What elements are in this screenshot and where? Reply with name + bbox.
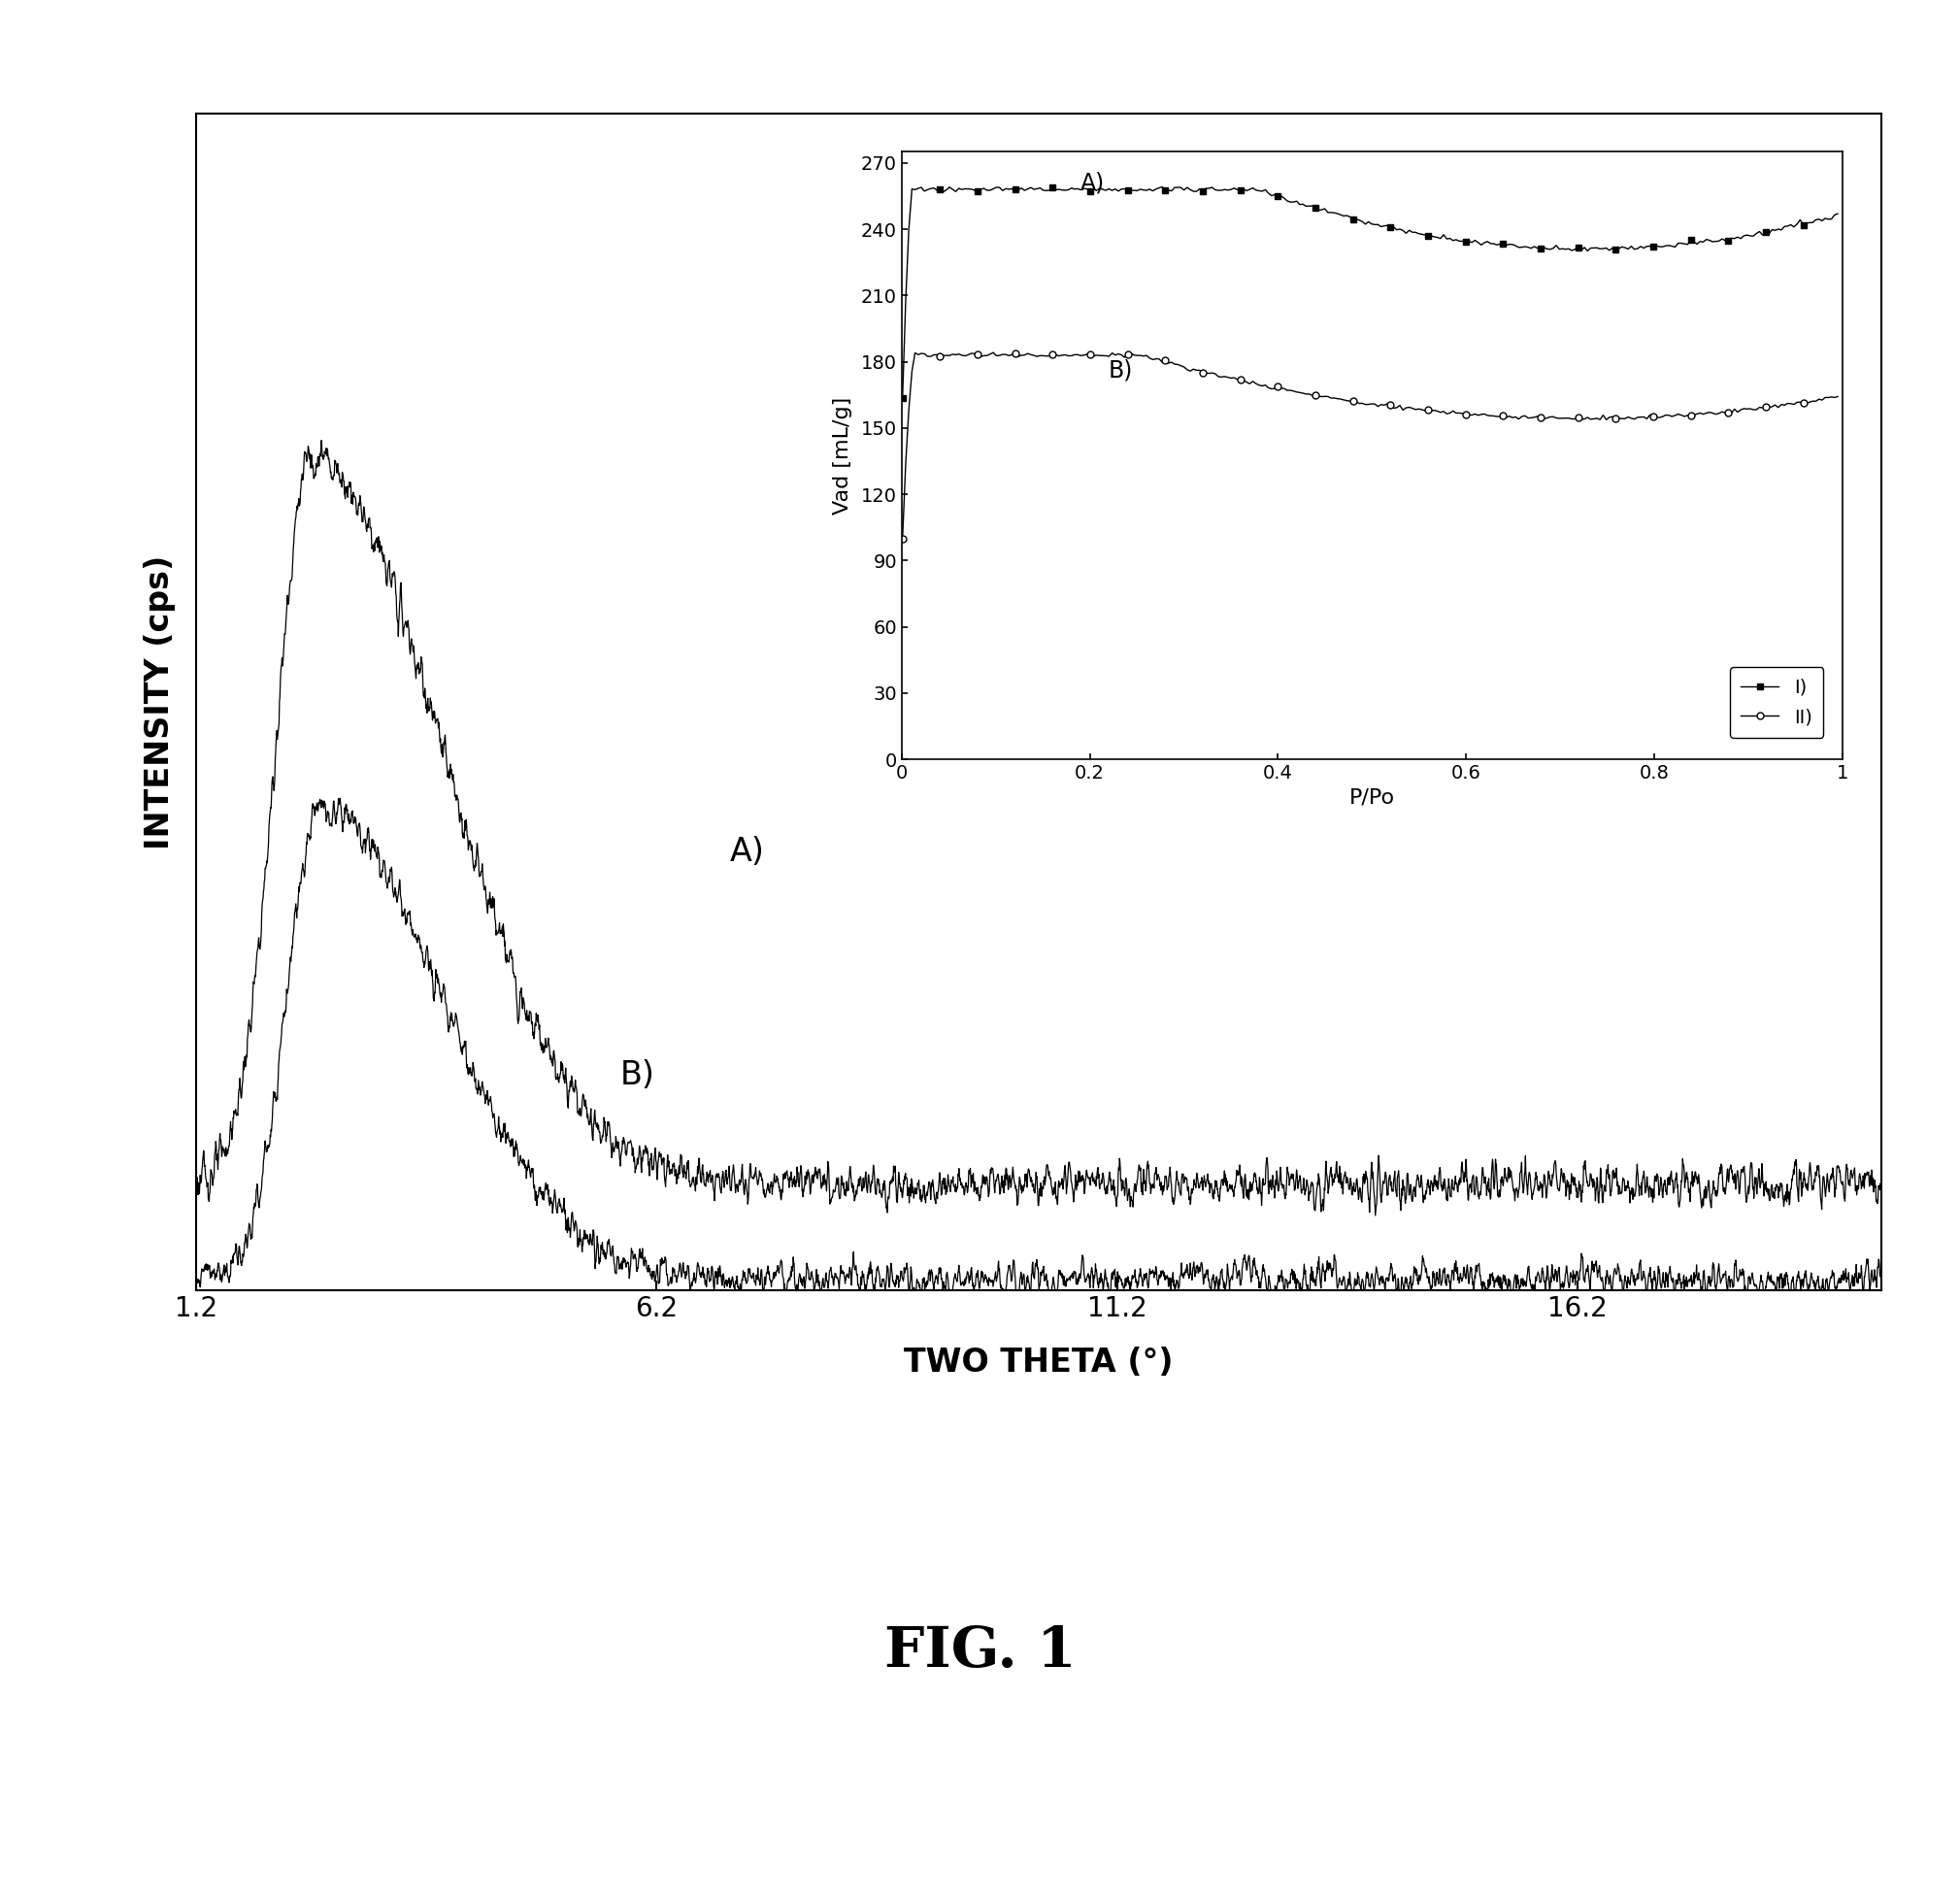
Line: II): II) [900,349,1840,543]
II) [894,454,917,476]
Legend: I), II): I), II) [1731,666,1823,738]
X-axis label: TWO THETA (°): TWO THETA (°) [904,1348,1174,1378]
I) [1448,230,1472,252]
I) [894,290,917,313]
II) [1466,404,1490,427]
Text: B): B) [1109,359,1133,381]
Text: A): A) [1080,171,1105,194]
X-axis label: P/Po: P/Po [1348,788,1396,807]
II) [1827,385,1850,408]
I) [1151,175,1174,197]
I) [1466,232,1490,254]
Line: I): I) [900,184,1840,400]
II) [1742,399,1766,421]
II) [1450,402,1474,425]
I) [1827,203,1850,226]
I) [890,387,913,410]
I) [1450,230,1474,252]
II) [890,528,913,550]
Text: A): A) [731,835,764,867]
II) [1448,402,1472,425]
Text: FIG. 1: FIG. 1 [884,1625,1076,1678]
I) [1742,224,1766,247]
II) [982,342,1005,364]
Y-axis label: Vad [mL/g]: Vad [mL/g] [833,397,853,514]
Y-axis label: INTENSITY (cps): INTENSITY (cps) [143,554,176,850]
Text: B): B) [619,1059,655,1091]
II) [1682,404,1705,427]
I) [1682,230,1705,252]
